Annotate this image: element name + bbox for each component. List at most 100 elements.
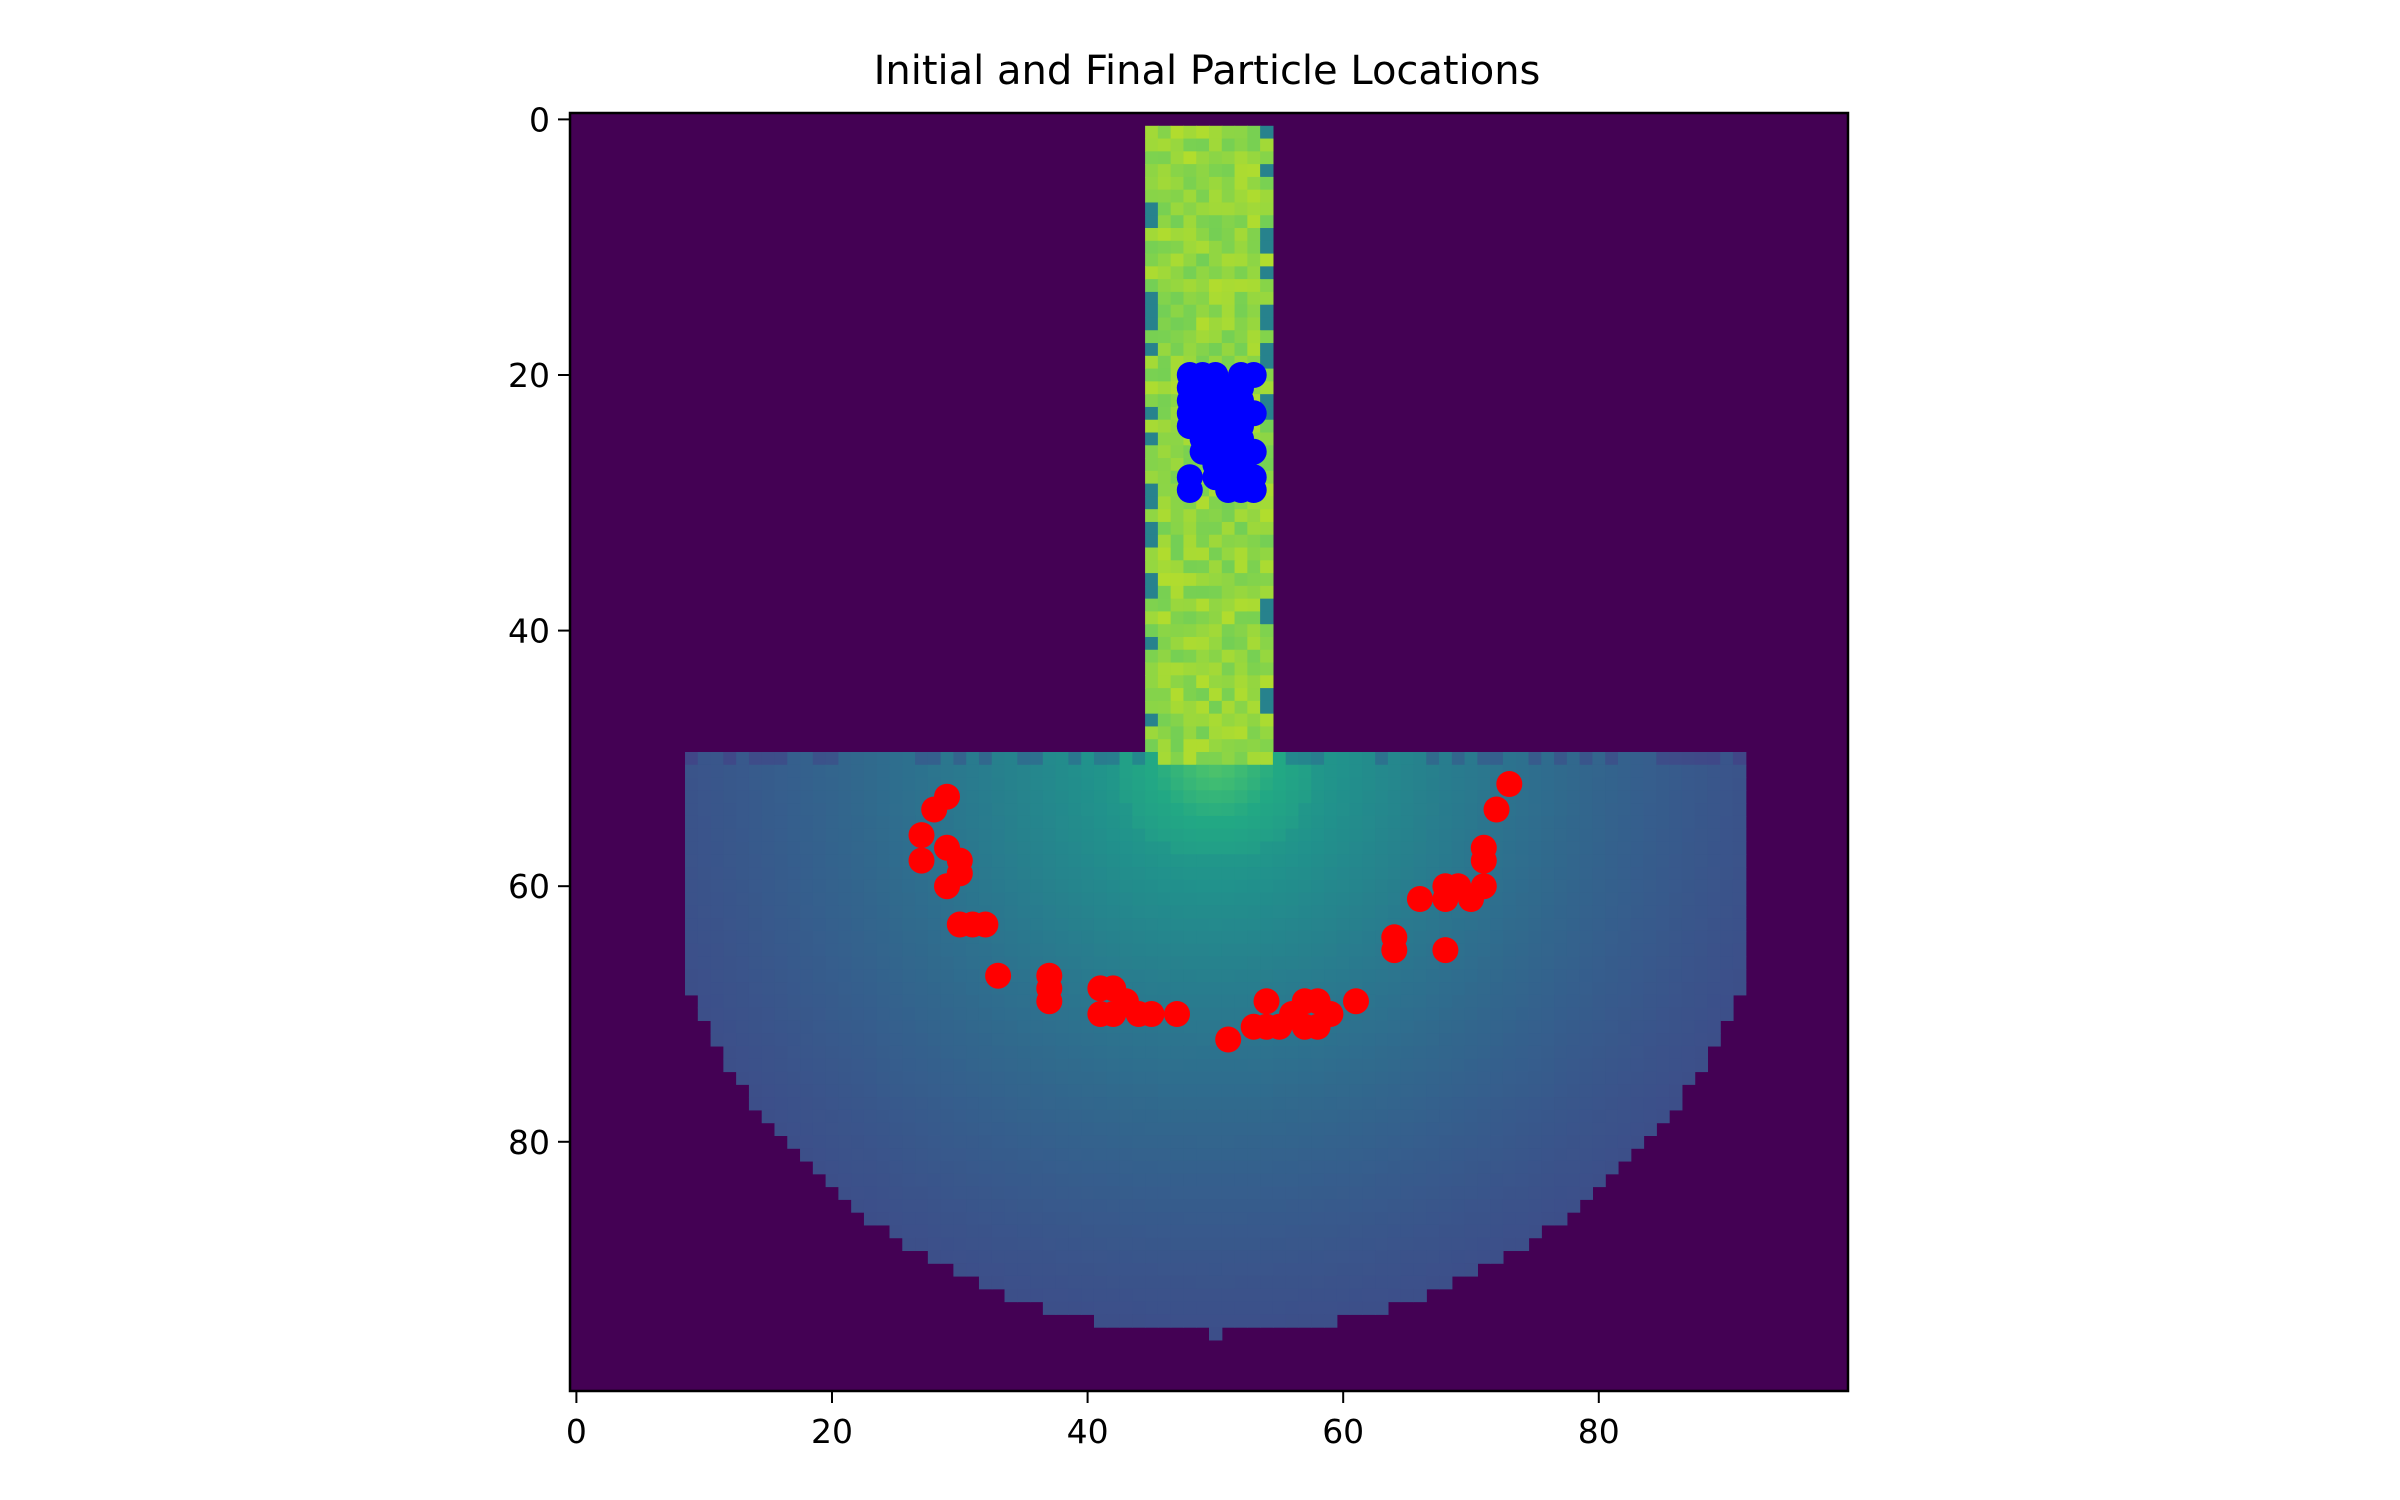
heatmap-cell	[1681, 777, 1696, 791]
heatmap-cell	[991, 752, 1006, 766]
heatmap-cell	[825, 1097, 839, 1111]
heatmap-cell	[1247, 521, 1261, 536]
heatmap-cell	[1464, 777, 1478, 791]
heatmap-cell	[774, 969, 788, 983]
heatmap-cell	[1030, 1109, 1044, 1124]
heatmap-cell	[1042, 1135, 1057, 1149]
heatmap-cell	[1221, 803, 1236, 817]
x-tick-label: 40	[1067, 1412, 1109, 1451]
heatmap-cell	[1477, 1020, 1491, 1034]
heatmap-cell	[1387, 1148, 1402, 1162]
heatmap-cell	[723, 892, 737, 906]
heatmap-cell	[902, 777, 916, 791]
heatmap-cell	[889, 1135, 903, 1149]
heatmap-cell	[685, 982, 699, 996]
heatmap-cell	[1017, 790, 1031, 804]
heatmap-cell	[838, 1020, 852, 1034]
heatmap-cell	[1247, 1135, 1261, 1149]
heatmap-cell	[1541, 803, 1555, 817]
heatmap-cell	[1592, 1109, 1606, 1124]
heatmap-cell	[927, 1148, 942, 1162]
heatmap-cell	[1362, 1058, 1376, 1073]
heatmap-cell	[1400, 1084, 1415, 1098]
heatmap-cell	[1234, 1173, 1248, 1188]
heatmap-cell	[1042, 1045, 1057, 1060]
heatmap-cell	[1221, 994, 1236, 1009]
heatmap-cell	[1081, 892, 1095, 906]
heatmap-cell	[1694, 752, 1709, 766]
heatmap-cell	[1119, 905, 1133, 919]
heatmap-cell	[1106, 1314, 1121, 1328]
heatmap-cell	[915, 918, 929, 932]
heatmap-cell	[1157, 279, 1172, 293]
heatmap-cell	[1592, 1135, 1606, 1149]
heatmap-cell	[1656, 841, 1670, 855]
heatmap-cell	[1694, 892, 1709, 906]
heatmap-cell	[1209, 1250, 1223, 1264]
heatmap-cell	[863, 930, 878, 945]
heatmap-cell	[1221, 1237, 1236, 1252]
heatmap-cell	[1196, 841, 1210, 855]
heatmap-cell	[1157, 764, 1172, 779]
heatmap-cell	[1515, 764, 1530, 779]
heatmap-cell	[1349, 1186, 1363, 1200]
scatter-point	[1470, 847, 1497, 874]
heatmap-cell	[940, 1109, 954, 1124]
heatmap-cell	[1694, 982, 1709, 996]
heatmap-cell	[1400, 803, 1415, 817]
heatmap-cell	[1285, 930, 1300, 945]
heatmap-cell	[1093, 752, 1108, 766]
heatmap-cell	[1068, 790, 1082, 804]
heatmap-cell	[1247, 777, 1261, 791]
heatmap-cell	[1592, 1033, 1606, 1047]
heatmap-cell	[1157, 879, 1172, 894]
heatmap-cell	[978, 867, 993, 881]
heatmap-cell	[1183, 1186, 1197, 1200]
heatmap-cell	[1669, 982, 1683, 996]
heatmap-cell	[1221, 867, 1236, 881]
heatmap-cell	[1196, 752, 1210, 766]
heatmap-cell	[1630, 764, 1645, 779]
heatmap-cell	[1502, 752, 1517, 766]
heatmap-cell	[1528, 854, 1542, 868]
heatmap-cell	[1298, 956, 1312, 970]
heatmap-cell	[1298, 892, 1312, 906]
heatmap-cell	[1387, 764, 1402, 779]
heatmap-cell	[1375, 1288, 1389, 1303]
scatter-point	[1343, 988, 1369, 1015]
heatmap-cell	[1247, 879, 1261, 894]
heatmap-cell	[863, 918, 878, 932]
heatmap-cell	[953, 1148, 967, 1162]
heatmap-cell	[1349, 879, 1363, 894]
heatmap-cell	[1145, 1071, 1159, 1085]
heatmap-cell	[1566, 777, 1581, 791]
heatmap-cell	[940, 1122, 954, 1136]
heatmap-cell	[1681, 982, 1696, 996]
heatmap-cell	[1157, 854, 1172, 868]
axes-frame	[568, 111, 1850, 1393]
heatmap-cell	[1183, 918, 1197, 932]
heatmap-cell	[1221, 1148, 1236, 1162]
heatmap-cell	[1592, 1173, 1606, 1188]
heatmap-cell	[1413, 994, 1427, 1009]
heatmap-cell	[1221, 253, 1236, 267]
heatmap-cell	[838, 930, 852, 945]
heatmap-cell	[1298, 1148, 1312, 1162]
heatmap-cell	[1030, 1288, 1044, 1303]
heatmap-cell	[825, 854, 839, 868]
heatmap-cell	[1592, 879, 1606, 894]
heatmap-cell	[1605, 1033, 1619, 1047]
heatmap-cell	[1439, 1212, 1453, 1226]
heatmap-cell	[1196, 1275, 1210, 1290]
heatmap-cell	[1579, 764, 1593, 779]
heatmap-cell	[1554, 918, 1568, 932]
heatmap-cell	[1656, 943, 1670, 958]
heatmap-cell	[1221, 1224, 1236, 1239]
heatmap-cell	[1145, 240, 1159, 255]
heatmap-cell	[889, 1058, 903, 1073]
heatmap-cell	[1004, 905, 1018, 919]
heatmap-cell	[1464, 1160, 1478, 1175]
heatmap-cell	[838, 956, 852, 970]
heatmap-cell	[774, 1084, 788, 1098]
heatmap-cell	[1464, 1135, 1478, 1149]
